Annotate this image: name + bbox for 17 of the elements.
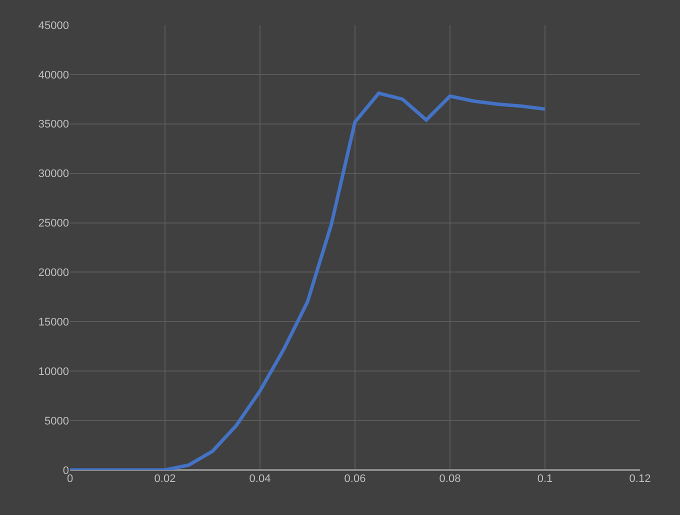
y-tick-label: 30000 <box>38 168 69 180</box>
y-tick-label: 0 <box>62 464 69 477</box>
y-tick-label: 35000 <box>38 118 69 131</box>
x-tick-label: 0.08 <box>439 473 461 485</box>
y-tick-label: 25000 <box>38 218 69 230</box>
y-tick-label: 10000 <box>38 366 69 378</box>
x-tick-label: 0.06 <box>344 473 366 485</box>
y-tick-label: 20000 <box>38 267 69 280</box>
y-tick-label: 15000 <box>38 316 69 329</box>
y-tick-label: 5000 <box>44 415 69 428</box>
x-tick-label: 0.12 <box>629 473 651 485</box>
line-series <box>70 91 547 470</box>
y-tick-label: 45000 <box>38 20 69 32</box>
x-tick-label: 0.02 <box>154 473 176 485</box>
x-tick-label: 0.04 <box>249 473 271 485</box>
y-tick-label: 40000 <box>38 69 69 82</box>
x-tick-label: 0.1 <box>537 473 553 485</box>
